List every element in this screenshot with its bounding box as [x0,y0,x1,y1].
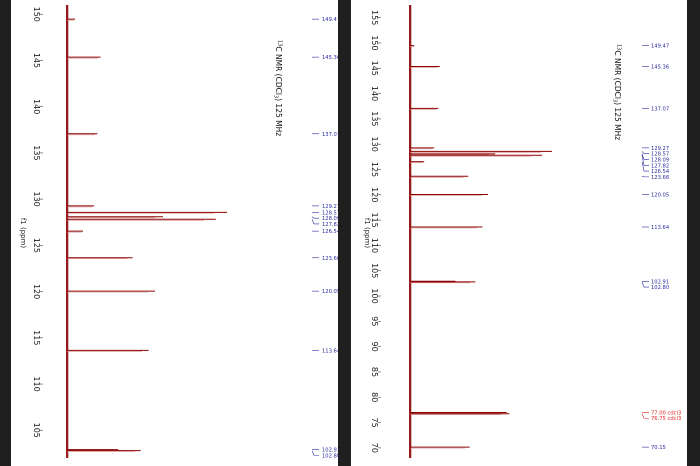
peak-label: 120.05 [322,289,338,295]
left-spectrum-chart: 150 145 140 135 130 125 120 115 110 105 f1 (ppm) 13… [19,5,338,459]
peak-label: 77.00 cdcl3 [651,410,681,416]
axis-tick-label: 150 [370,35,379,50]
axis-tick-label: 75 [370,417,379,427]
axis-tick-label: 90 [370,342,379,352]
axis-tick-label: 145 [370,61,379,76]
axis-label: f1 (ppm) [363,218,371,249]
peak-label: 126.54 [651,169,670,175]
axis-tick-label: 85 [370,367,379,377]
axis-tick-label: 70 [370,443,379,453]
axis-tick-label: 105 [32,423,41,438]
peak-label: 137.07 [322,132,338,138]
peak-label: 102.91 [651,279,669,285]
peak-label: 127.82 [322,222,338,228]
axis-label: f1 (ppm) [19,218,27,249]
axis-tick-label: 120 [32,284,41,299]
peak-label: 128.09 [651,157,669,163]
peak-label: 128.57 [322,210,338,216]
peak-label: 70.15 [651,445,666,451]
peak-label: 126.54 [322,229,338,235]
peak-label-leader [641,175,649,178]
right-spectrum-panel: 155 150 145 140 135 130 125 120 115 110 105 100 95 90… [351,0,687,466]
axis-tick-label: 125 [370,162,379,177]
axis-tick-label: 140 [370,86,379,101]
axis-tick-label: 110 [370,238,379,253]
peak-label-leader [641,155,649,166]
axis-tick-label: 130 [370,137,379,152]
peak-label: 76.75 cdcl3 [651,416,681,422]
axis-tick-label: 80 [370,392,379,402]
peak-label-leader [641,413,649,419]
peak-label-leader [641,161,649,172]
peak-label: 113.64 [322,348,338,354]
peak-label: 129.27 [651,146,669,152]
axis-tick-label: 120 [370,187,379,202]
axis-tick-label: 115 [370,212,379,227]
axis-tick-label: 135 [370,111,379,126]
peak-label: 113.64 [651,225,670,231]
peak-label: 128.57 [651,152,669,158]
axis-tick-label: 155 [370,10,379,25]
axis-tick-label: 140 [32,99,41,114]
peak-label: 137.07 [651,106,669,112]
peak-label: 102.80 [322,453,338,459]
peak-label-leader [311,219,319,225]
axis-tick-label: 130 [32,192,41,207]
peak-label: 123.66 [651,175,669,181]
peak-label-leader [641,153,649,160]
chart-title: 13C NMR (CDCl3) 125 MHz [273,40,284,136]
axis-tick-label: 135 [32,145,41,160]
peak-label: 149.47 [651,44,669,50]
chart-title: 13C NMR (CDCl3) 125 MHz [612,44,623,140]
peak-label: 128.09 [322,216,338,222]
peak-label-leader [641,281,649,288]
peak-label: 149.47 [322,17,338,23]
peak-label: 120.05 [651,193,669,199]
axis-tick-label: 105 [370,263,379,278]
axis-tick-label: 100 [370,288,379,303]
peak-label-leader [311,450,319,456]
axis-tick-label: 145 [32,53,41,68]
peak-label-leader [641,151,649,154]
axis-tick-label: 115 [32,330,41,345]
peak-label: 145.36 [651,64,669,70]
axis-tick-label: 125 [32,238,41,253]
peak-label: 123.66 [322,256,338,262]
peak-label: 145.36 [322,55,338,61]
peak-label: 102.91 [322,448,338,454]
axis-tick-label: 150 [32,7,41,22]
right-spectrum-chart: 155 150 145 140 135 130 125 120 115 110 105 100 95 90… [363,5,681,458]
axis-tick-label: 95 [370,316,379,326]
peak-label: 129.27 [322,204,338,210]
axis-tick-label: 110 [32,376,41,391]
left-spectrum-panel: 150 145 140 135 130 125 120 115 110 105 f1 (ppm) 13… [11,0,338,466]
peak-label: 127.82 [651,163,669,169]
peak-label: 102.80 [651,285,669,291]
peak-label-leader [311,216,319,219]
